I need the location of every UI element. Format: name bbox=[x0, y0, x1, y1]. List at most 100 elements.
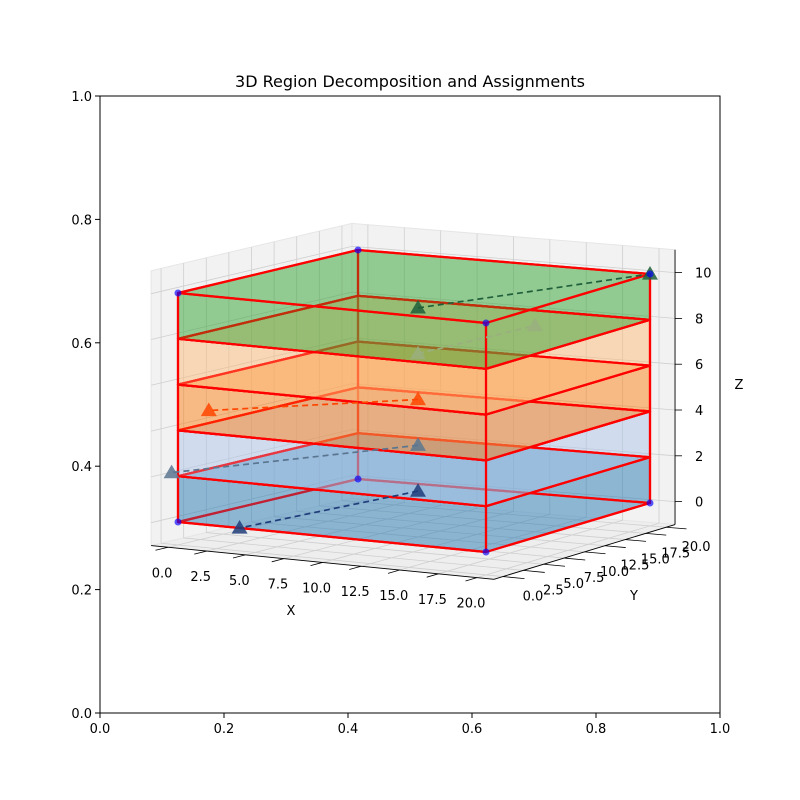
outer-y-tick-label: 1.0 bbox=[71, 90, 92, 105]
outer-x-tick-label: 1.0 bbox=[710, 722, 731, 737]
outer-y-tick-label: 0.6 bbox=[71, 337, 92, 352]
assignment-line bbox=[417, 324, 536, 355]
grid-line bbox=[351, 383, 676, 411]
y-tick-label: 0.0 bbox=[523, 590, 544, 605]
x-tick-label: 0.0 bbox=[152, 566, 173, 581]
grid-line bbox=[151, 383, 352, 432]
grid-line bbox=[341, 500, 667, 528]
assignment-source-marker bbox=[410, 391, 426, 406]
outer-axes: 0.0 0.2 0.4 0.6 0.8 1.0 0.0 0.2 0.4 0.6 0.8 1.0 bbox=[71, 90, 730, 737]
assignment-source-marker bbox=[410, 345, 426, 360]
grid-line bbox=[351, 245, 676, 274]
corner-point bbox=[482, 548, 490, 556]
y-tick bbox=[584, 551, 606, 555]
x-tick bbox=[426, 573, 439, 578]
y-tick-label: 20.0 bbox=[682, 540, 711, 555]
outer-y-tick-label: 0.2 bbox=[71, 584, 92, 599]
z-tick-label: 4 bbox=[695, 404, 703, 419]
tick-labels-3d: 0.0 2.5 5.0 7.5 10.0 12.5 15.0 17.5 20.0 0.0 2.5 5.… bbox=[152, 267, 712, 612]
assignment-source-marker bbox=[410, 483, 426, 497]
assignment-line bbox=[239, 490, 419, 529]
y-tick bbox=[625, 539, 647, 542]
grid-line bbox=[351, 429, 676, 457]
y-tick-label: 15.0 bbox=[641, 553, 670, 568]
assignment-target-marker bbox=[231, 520, 248, 534]
corner-point bbox=[646, 499, 654, 507]
y-tick bbox=[604, 545, 626, 548]
corner-point bbox=[646, 270, 654, 278]
y-tick bbox=[523, 569, 545, 573]
x-tick-label: 2.5 bbox=[190, 570, 211, 585]
grid-line bbox=[351, 474, 676, 503]
y-tick-label: 7.5 bbox=[584, 571, 605, 586]
x-tick bbox=[465, 577, 478, 582]
grid-line bbox=[151, 337, 352, 386]
corner-points bbox=[174, 246, 654, 556]
grid-line bbox=[151, 429, 352, 478]
y-tick bbox=[543, 563, 566, 567]
grid-line bbox=[151, 474, 352, 524]
y-tick bbox=[564, 557, 586, 561]
x-tick-label: 12.5 bbox=[341, 585, 370, 600]
x-tick-label: 5.0 bbox=[229, 574, 250, 589]
x-tick-label: 15.0 bbox=[379, 589, 408, 604]
assignments bbox=[163, 266, 658, 534]
assignment-source-marker bbox=[410, 437, 426, 451]
region-4 bbox=[176, 294, 652, 416]
grid-line bbox=[151, 291, 352, 340]
x-axis-label: X bbox=[287, 604, 296, 619]
y-tick-label: 12.5 bbox=[620, 559, 649, 574]
assignment-target-marker bbox=[527, 317, 543, 332]
z-tick-label: 0 bbox=[695, 496, 703, 511]
y-tick-label: 10.0 bbox=[600, 565, 629, 580]
grid-line bbox=[319, 505, 646, 534]
y-tick bbox=[502, 576, 525, 580]
grid-line bbox=[351, 337, 676, 365]
grid-line bbox=[183, 537, 524, 571]
x-tick bbox=[387, 569, 400, 574]
regions bbox=[176, 248, 652, 554]
z-tick-label: 8 bbox=[695, 312, 703, 327]
assignment-line bbox=[417, 273, 651, 309]
z-tick-label: 2 bbox=[695, 450, 703, 465]
outer-x-tick-label: 0.6 bbox=[462, 722, 483, 737]
z-axis-label: Z bbox=[735, 378, 744, 393]
x-tick-label: 17.5 bbox=[418, 593, 447, 608]
corner-point bbox=[174, 289, 182, 297]
x-tick bbox=[155, 546, 169, 551]
grid-line bbox=[274, 516, 605, 547]
z-tick-label: 10 bbox=[695, 267, 712, 282]
assignment-line bbox=[171, 444, 419, 474]
assignment-target-marker bbox=[200, 402, 217, 417]
outer-y-tick-label: 0.0 bbox=[71, 707, 92, 722]
y-tick-label: 17.5 bbox=[661, 546, 690, 561]
x-tick bbox=[232, 554, 246, 559]
outer-x-tick-label: 0.8 bbox=[586, 722, 607, 737]
x-tick-label: 10.0 bbox=[302, 581, 331, 596]
corner-point bbox=[174, 518, 182, 526]
grid-line bbox=[206, 532, 544, 565]
assignment-line bbox=[208, 398, 419, 412]
y-tick-label: 5.0 bbox=[563, 577, 584, 592]
x-tick bbox=[310, 562, 323, 567]
x-tick bbox=[194, 550, 207, 555]
outer-x-tick-label: 0.4 bbox=[338, 722, 359, 737]
corner-point bbox=[354, 475, 362, 483]
y-tick bbox=[666, 526, 687, 530]
grid-line bbox=[251, 521, 585, 553]
corner-point bbox=[354, 246, 362, 254]
y-axis-label: Y bbox=[629, 589, 638, 604]
x-tick-label: 7.5 bbox=[268, 578, 289, 593]
region-1 bbox=[176, 432, 652, 554]
grid-line bbox=[161, 542, 503, 577]
x-tick-label: 20.0 bbox=[457, 597, 486, 612]
y-tick bbox=[645, 532, 667, 536]
assignment-target-marker bbox=[163, 464, 180, 479]
grid-line bbox=[296, 510, 626, 540]
region-5 bbox=[176, 248, 652, 370]
outer-x-tick-label: 0.0 bbox=[90, 722, 111, 737]
outer-y-tick-label: 0.4 bbox=[71, 460, 92, 475]
outer-y-tick-label: 0.8 bbox=[71, 213, 92, 228]
y-tick-label: 2.5 bbox=[543, 583, 564, 598]
